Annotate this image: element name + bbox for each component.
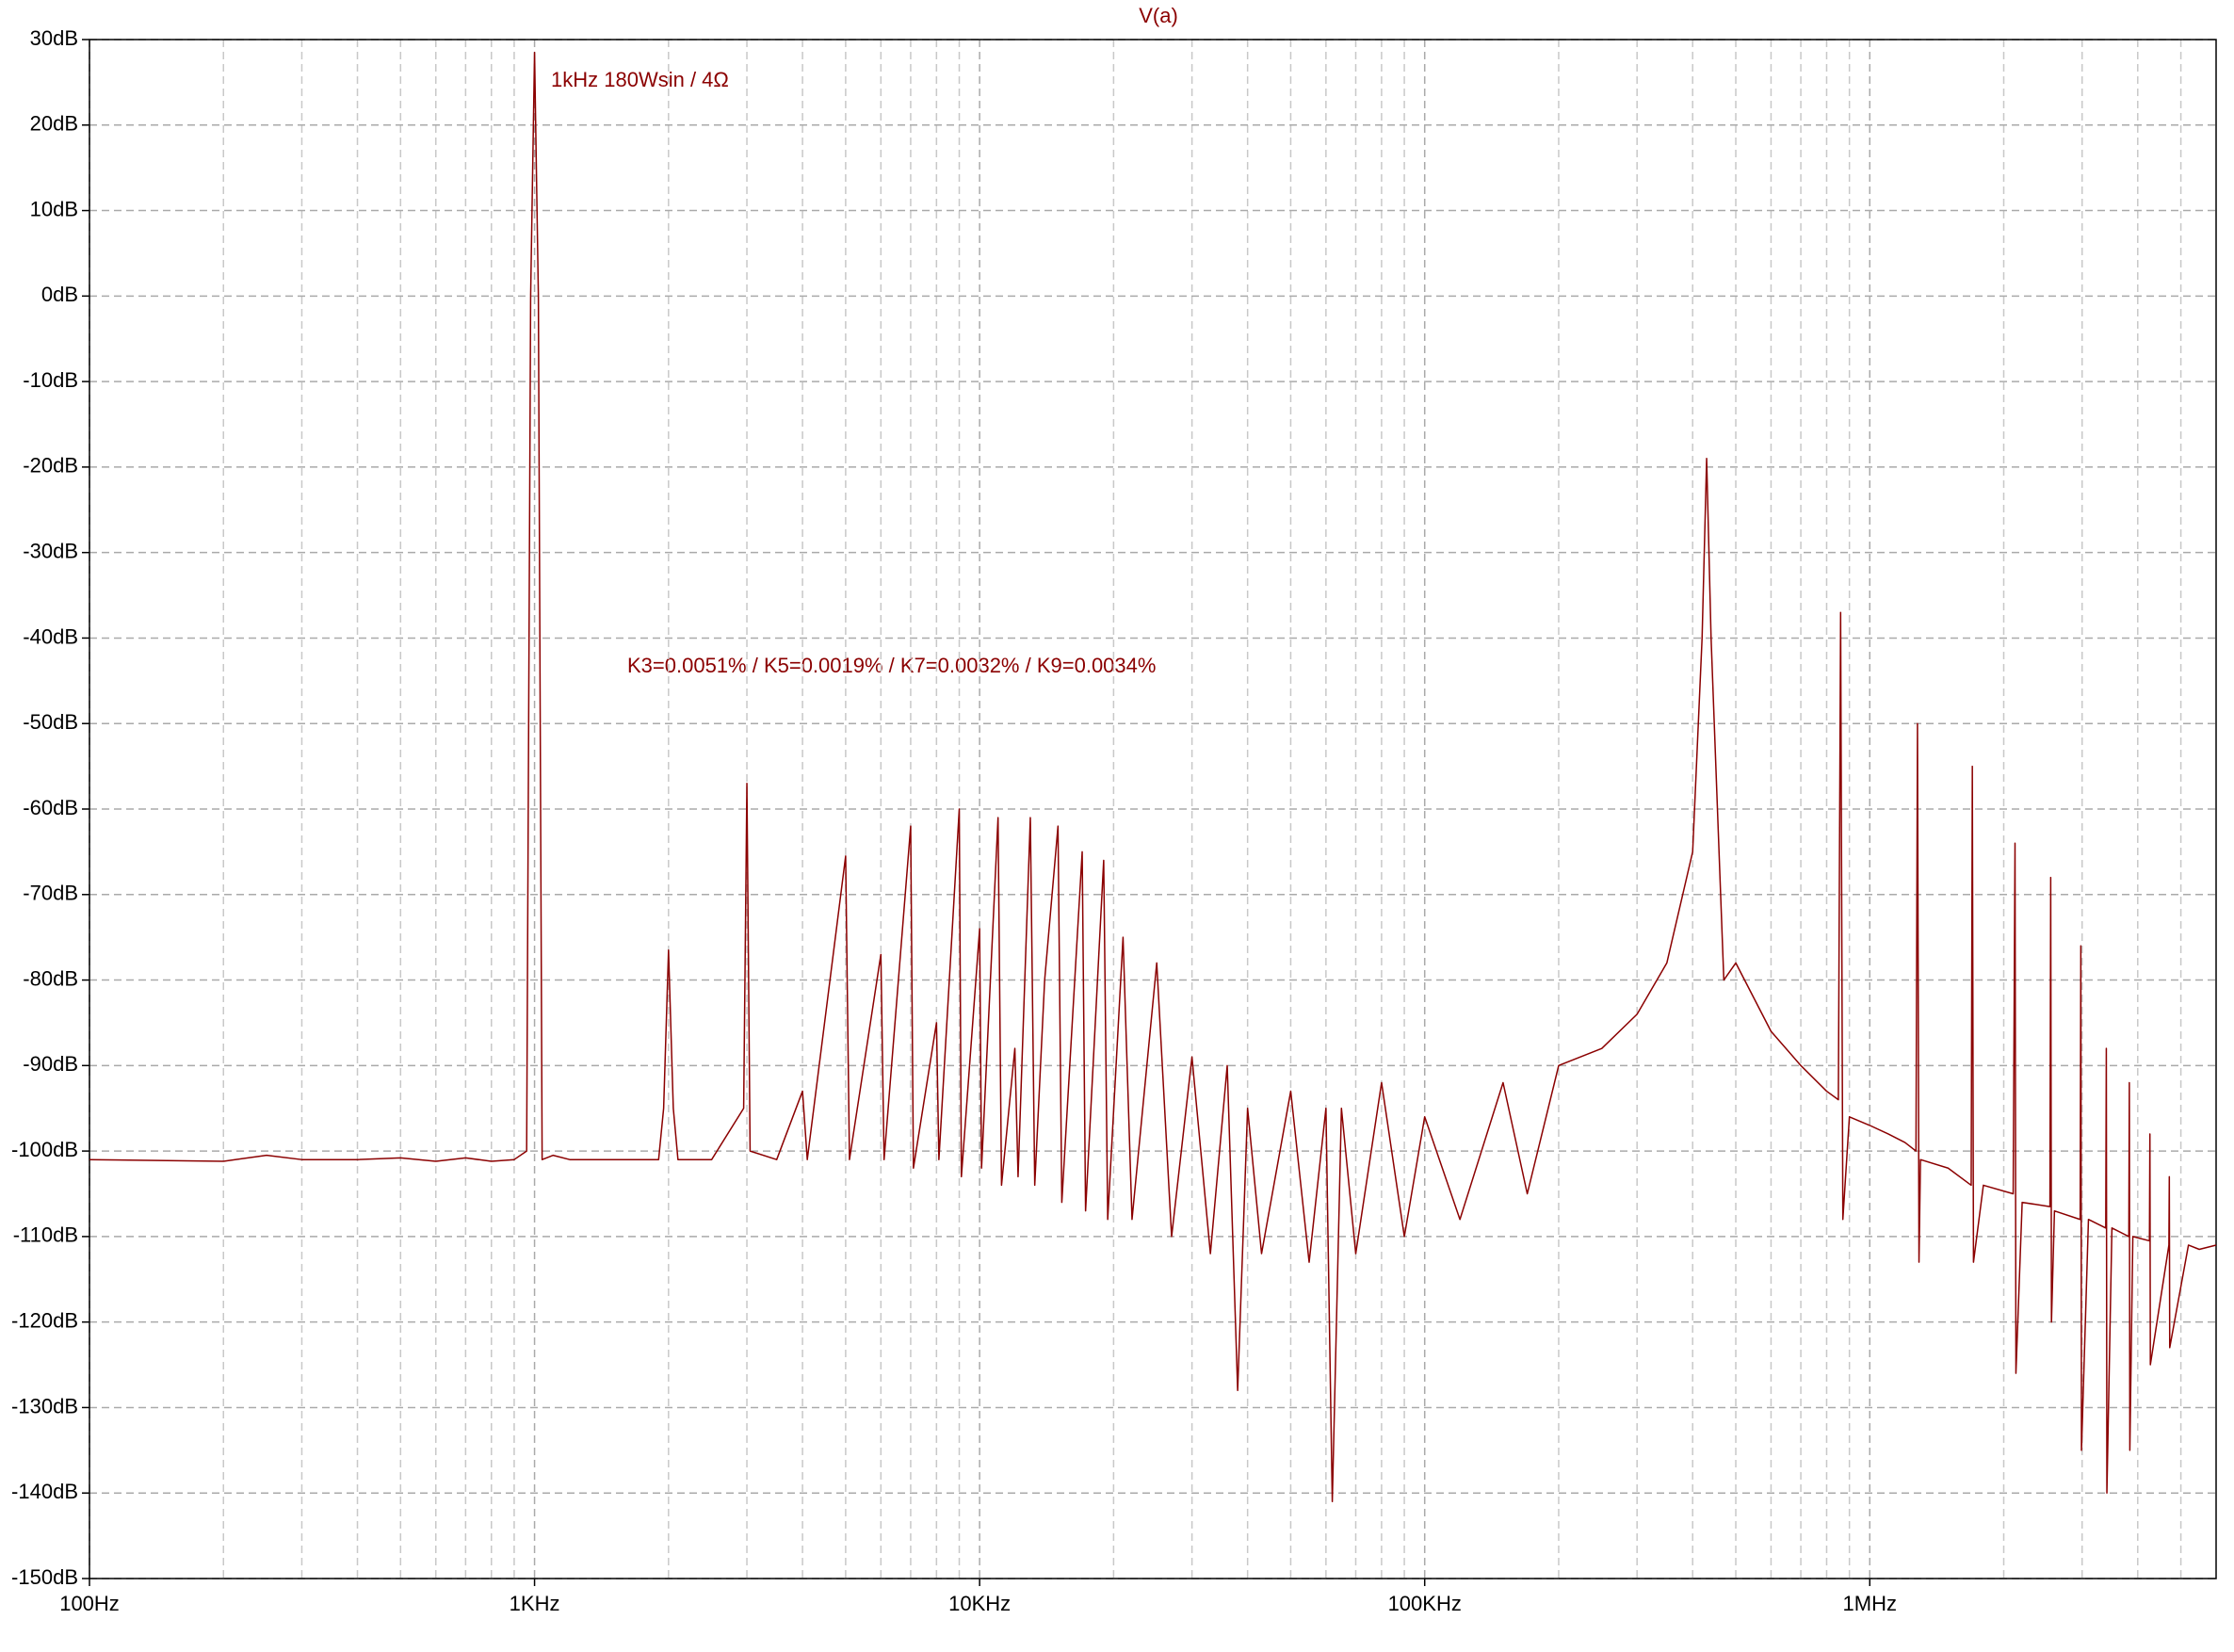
chart-title: V(a) [1139, 4, 1178, 27]
x-tick-label: 100Hz [59, 1592, 120, 1615]
y-tick-label: -20dB [23, 454, 78, 478]
y-tick-label: -30dB [23, 539, 78, 562]
y-tick-label: -140dB [11, 1480, 78, 1503]
annotation: K3=0.0051% / K5=0.0019% / K7=0.0032% / K… [627, 654, 1156, 677]
y-tick-label: -60dB [23, 796, 78, 819]
y-tick-label: 30dB [30, 26, 78, 50]
y-tick-label: -120dB [11, 1308, 78, 1332]
y-tick-label: -130dB [11, 1394, 78, 1417]
y-tick-label: -110dB [13, 1223, 78, 1247]
y-tick-label: -80dB [23, 966, 78, 990]
x-tick-label: 1KHz [510, 1592, 560, 1615]
annotation: 1kHz 180Wsin / 4Ω [551, 68, 729, 91]
data-line [89, 51, 2217, 1503]
x-tick-label: 100KHz [1388, 1592, 1462, 1615]
y-tick-label: 20dB [30, 112, 78, 136]
x-tick-label: 10KHz [948, 1592, 1011, 1615]
y-tick-label: -100dB [11, 1138, 78, 1161]
x-tick-label: 1MHz [1843, 1592, 1897, 1615]
y-tick-label: 10dB [30, 197, 78, 220]
y-tick-label: -10dB [23, 368, 78, 392]
plot-frame [89, 39, 2217, 1579]
y-tick-label: -150dB [11, 1565, 78, 1589]
y-tick-label: -90dB [23, 1052, 78, 1076]
y-tick-label: -40dB [23, 624, 78, 648]
y-tick-label: 0dB [41, 283, 78, 306]
y-tick-label: -70dB [23, 882, 78, 905]
y-tick-label: -50dB [23, 710, 78, 734]
